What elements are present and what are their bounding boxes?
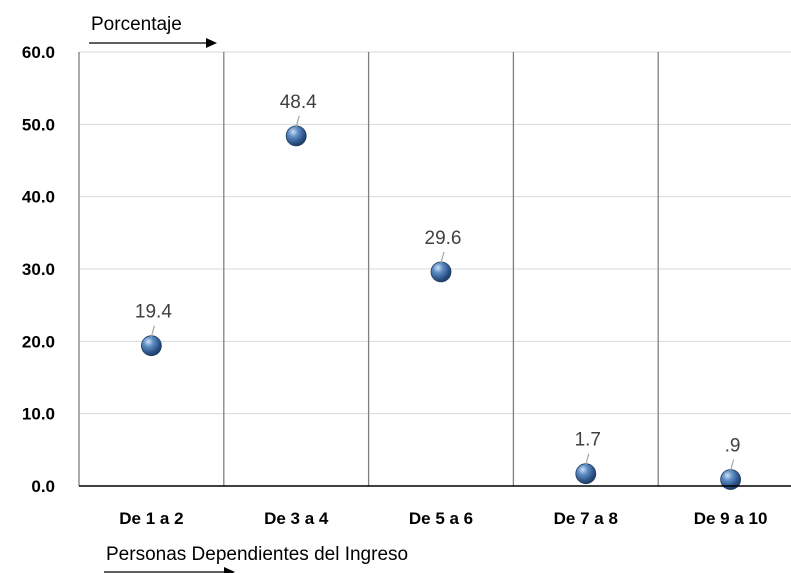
data-points <box>140 125 741 490</box>
x-tick-label: De 7 a 8 <box>554 509 618 528</box>
data-point <box>430 261 452 283</box>
data-labels: 19.4 48.4 29.6 1.7 .9 <box>135 92 741 471</box>
x-tick-label: De 9 a 10 <box>694 509 768 528</box>
data-label-leader <box>295 115 300 128</box>
gridlines <box>79 51 791 415</box>
x-axis-title: Personas Dependientes del Ingreso <box>106 544 408 565</box>
x-tick-label: De 5 a 6 <box>409 509 473 528</box>
data-label: 29.6 <box>425 228 462 249</box>
y-tick-label: 50.0 <box>22 115 55 134</box>
data-point <box>575 463 597 485</box>
data-label-leader <box>730 459 735 471</box>
x-tick-labels: De 1 a 2 De 3 a 4 De 5 a 6 De 7 a 8 De 9 a 1… <box>119 509 767 528</box>
y-tick-label: 40.0 <box>22 188 55 207</box>
data-label: 1.7 <box>575 430 601 451</box>
data-label: 19.4 <box>135 302 172 323</box>
data-point <box>140 335 162 357</box>
x-tick-label: De 3 a 4 <box>264 509 329 528</box>
category-separators <box>78 52 659 486</box>
y-tick-label: 30.0 <box>22 260 55 279</box>
y-tick-label: 20.0 <box>22 332 55 351</box>
data-label-leader <box>440 251 445 264</box>
data-label-leader <box>150 325 155 337</box>
y-axis-title-arrowhead <box>206 38 217 48</box>
y-tick-label: 10.0 <box>22 405 55 424</box>
y-axis-title: Porcentaje <box>91 14 182 35</box>
y-tick-label: 0.0 <box>31 477 55 496</box>
y-tick-label: 60.0 <box>22 43 55 62</box>
data-point <box>285 125 307 147</box>
data-label: .9 <box>725 435 741 456</box>
data-label-leader <box>585 453 590 465</box>
data-label: 48.4 <box>280 92 317 113</box>
y-tick-labels: 0.0 10.0 20.0 30.0 40.0 50.0 60.0 <box>22 43 55 496</box>
x-axis-title-arrowhead <box>224 567 235 573</box>
x-tick-label: De 1 a 2 <box>119 509 183 528</box>
